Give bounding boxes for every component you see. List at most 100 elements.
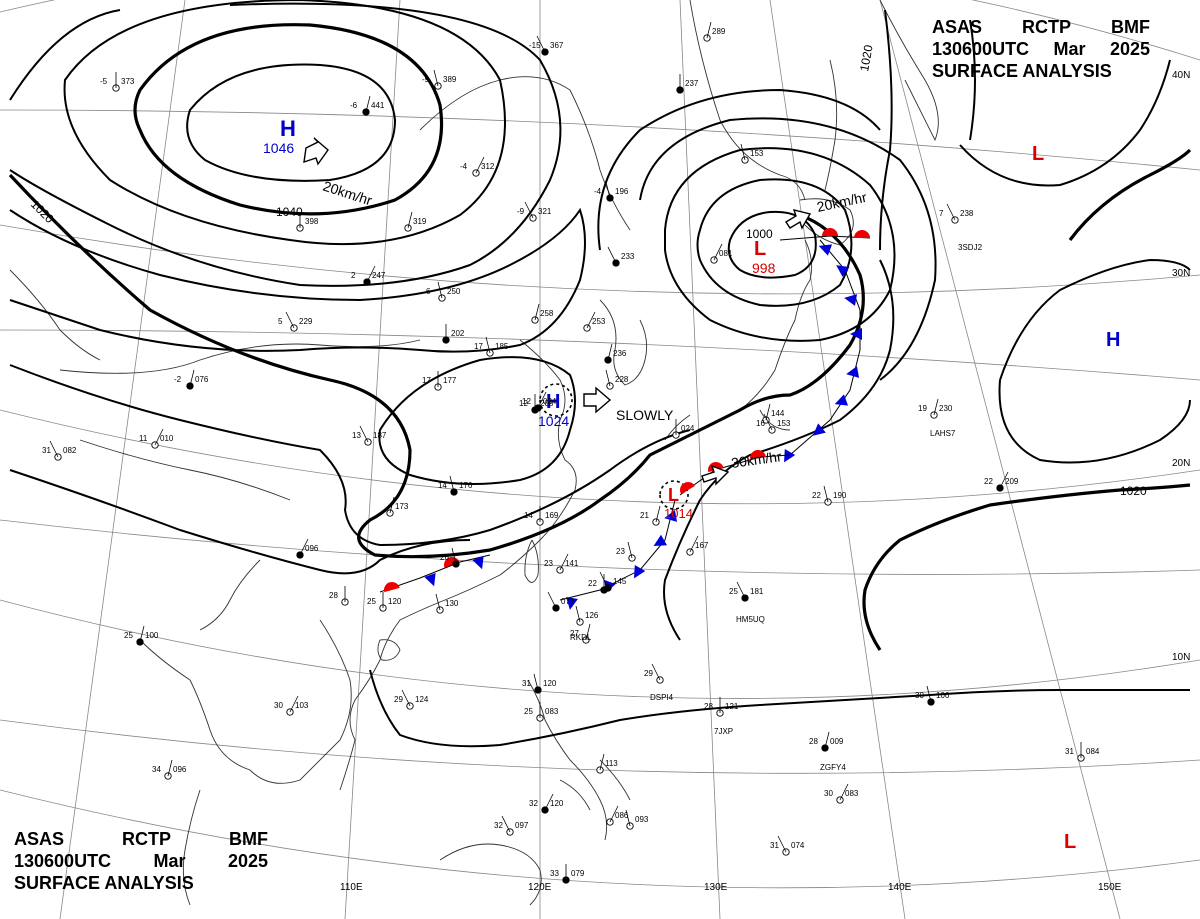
- station-pressure: 373: [121, 77, 135, 86]
- wind-barb-icon: [407, 211, 413, 229]
- longitude-labels: 110E 120E 130E 140E 150E: [340, 882, 1122, 893]
- station-pressure: 202: [451, 329, 465, 338]
- station-temperature: 6: [426, 287, 431, 296]
- isobar-label-1040: 1040: [276, 205, 303, 219]
- station-model: 071: [547, 591, 575, 612]
- low-symbol-northeast: L: [1032, 143, 1044, 165]
- station-pressure: 312: [481, 162, 495, 171]
- station-temperature: 30: [824, 789, 833, 798]
- cold-front-triangle: [850, 328, 862, 340]
- ship-id: HM5UQ: [736, 615, 765, 624]
- station-model: 30 106: [915, 685, 950, 706]
- station-temperature: 33: [550, 869, 559, 878]
- header-station: RCTP: [1022, 17, 1071, 37]
- station-model: 25 083: [524, 702, 559, 722]
- wind-barb-icon: [401, 689, 411, 707]
- station-model: 17 185: [474, 336, 509, 357]
- station-temperature: 12: [522, 397, 531, 406]
- wind-barb-icon: [537, 391, 547, 409]
- station-model: 22: [588, 574, 608, 594]
- station-temperature: 17: [474, 342, 483, 351]
- wind-barb-icon: [449, 475, 455, 493]
- station-temperature: 14: [524, 511, 533, 520]
- header-line-3: SURFACE ANALYSIS: [14, 872, 268, 894]
- wind-barb-icon: [299, 538, 309, 556]
- lat-label-30n: 30N: [1172, 268, 1190, 279]
- station-temperature: 26: [440, 553, 449, 562]
- station-temperature: 22: [588, 579, 597, 588]
- coastline-hainan: [377, 639, 401, 661]
- parallel-10n: [0, 599, 1200, 699]
- isobar-1044: [186, 63, 397, 182]
- isobar-high-1024: [539, 383, 573, 417]
- wind-barb-icon: [627, 541, 633, 559]
- station-pressure: 144: [771, 409, 785, 418]
- isobar-label-1020-se: 1020: [1120, 484, 1147, 498]
- station-model: 23 141: [544, 553, 579, 574]
- isobar-1004: [696, 178, 853, 307]
- wind-barb-icon: [544, 793, 554, 811]
- cold-front-triangle: [566, 596, 578, 610]
- header-line-1: ASAS RCTP BMF: [14, 828, 268, 850]
- station-pressure: 441: [371, 101, 385, 110]
- high-symbol: H: [280, 116, 296, 141]
- lon-label-150e: 150E: [1098, 882, 1122, 893]
- station-pressure: 082: [63, 446, 77, 455]
- header-line-3: SURFACE ANALYSIS: [932, 60, 1150, 82]
- station-temperature: 12: [519, 399, 528, 408]
- station-model: 28 009: [809, 731, 844, 752]
- meridian-110e: [344, 0, 401, 919]
- wind-barb-icon: [365, 95, 371, 113]
- station-temperature: 19: [918, 404, 927, 413]
- cold-front-triangle: [812, 423, 826, 436]
- low-symbol: L: [668, 485, 679, 505]
- motion-arrow-high-1024: [583, 386, 612, 414]
- station-temperature: 30: [915, 691, 924, 700]
- warm-front-semicircle: [680, 482, 695, 494]
- cold-front-triangle: [653, 534, 667, 546]
- meridian-140e: [769, 0, 906, 919]
- isobar-1040: [133, 23, 444, 216]
- header-code: BMF: [228, 829, 268, 849]
- station-temperature: 14: [438, 481, 447, 490]
- station-temperature: -9: [422, 75, 430, 84]
- station-temperature: 25: [367, 597, 376, 606]
- isobar-1020-main: [8, 173, 865, 559]
- wind-barb-icon: [435, 593, 441, 611]
- motion-arrow-low-998: [785, 209, 812, 230]
- station-model: 31 082: [42, 440, 77, 461]
- station-pressure: 126: [585, 611, 599, 620]
- cold-front-triangle: [664, 510, 678, 522]
- station-pressure: 106: [936, 691, 950, 700]
- low-pressure-value: 998: [752, 260, 776, 276]
- wind-barb-icon: [824, 731, 830, 749]
- coastline-indochina: [139, 559, 352, 784]
- station-pressure: 084: [1086, 747, 1100, 756]
- station-model: 6 250: [426, 281, 461, 302]
- meridian-150e: [879, 0, 1121, 919]
- isobar-1000: [727, 210, 817, 279]
- station-temperature: 5: [278, 317, 283, 326]
- meridian-130e: [679, 0, 721, 919]
- wind-barb-icon: [655, 505, 661, 523]
- cold-front-triangle: [818, 244, 833, 256]
- coastline-korea: [599, 299, 648, 386]
- station-pressure: 096: [173, 765, 187, 774]
- ship-id: 7JXP: [714, 727, 733, 736]
- cold-front-triangle: [424, 572, 436, 587]
- station-pressure: 097: [515, 821, 529, 830]
- station-temperature: 21: [640, 511, 649, 520]
- station-pressure: 074: [791, 841, 805, 850]
- warm-front-semicircle: [854, 230, 870, 238]
- station-pressure: 120: [550, 799, 564, 808]
- station-model: 236: [604, 343, 627, 364]
- station-model: 228: [605, 369, 629, 390]
- wind-barb-icon: [585, 623, 591, 641]
- wind-barb-icon: [625, 809, 631, 827]
- station-model: -4 196: [594, 181, 629, 202]
- wind-barb-icon: [389, 496, 395, 514]
- station-pressure: 237: [685, 79, 699, 88]
- station-pressure: 024: [681, 424, 695, 433]
